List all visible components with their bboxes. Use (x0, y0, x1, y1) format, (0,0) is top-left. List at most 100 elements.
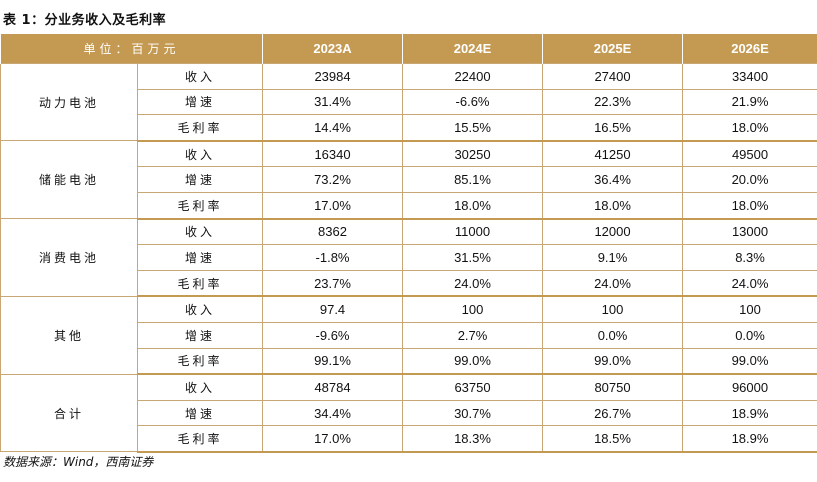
year-header: 2025E (542, 34, 684, 64)
year-header: 2026E (682, 34, 817, 64)
metric-label: 毛利率 (136, 191, 264, 220)
value-cell: 99.0% (542, 347, 684, 376)
table-row: 合计 收入 48784 63750 80750 96000 (0, 373, 817, 453)
value-cell: 18.0% (402, 191, 544, 220)
value-cell: 24.0% (542, 269, 684, 298)
value-cell: 21.9% (682, 88, 817, 116)
value-cell: 99.0% (402, 347, 544, 376)
value-cell: 41250 (542, 140, 684, 168)
value-cell: 100 (402, 295, 544, 323)
value-cell: 11000 (402, 218, 544, 246)
value-cell: 73.2% (262, 166, 404, 193)
value-cell: -6.6% (402, 88, 544, 116)
year-header: 2024E (402, 34, 544, 64)
value-cell: 63750 (402, 373, 544, 401)
value-cell: 30250 (402, 140, 544, 168)
metric-label: 增速 (136, 321, 264, 349)
segment-label: 其他 (0, 295, 138, 375)
value-cell: 9.1% (542, 244, 684, 271)
value-cell: 24.0% (682, 269, 817, 298)
value-cell: 15.5% (402, 114, 544, 142)
value-cell: 18.0% (542, 191, 684, 220)
year-header: 2023A (262, 34, 404, 64)
segment-label: 储能电池 (0, 140, 138, 220)
segment-label: 合计 (0, 373, 138, 453)
metric-label: 毛利率 (136, 269, 264, 298)
value-cell: 16340 (262, 140, 404, 168)
value-cell: 0.0% (542, 321, 684, 349)
value-cell: 12000 (542, 218, 684, 246)
table-row: 毛利率 17.0% 18.3% 18.5% 18.9% (1, 425, 817, 453)
segment-label: 消费电池 (0, 218, 138, 297)
value-cell: 20.0% (682, 166, 817, 193)
table-row: 增速 73.2% 85.1% 36.4% 20.0% (1, 166, 817, 193)
value-cell: 18.9% (682, 425, 817, 453)
value-cell: 85.1% (402, 166, 544, 193)
unit-header: 单位：百万元 (0, 34, 264, 64)
metric-label: 收入 (136, 63, 264, 90)
value-cell: 8362 (262, 218, 404, 246)
metric-label: 收入 (136, 373, 264, 401)
value-cell: -1.8% (262, 244, 404, 271)
value-cell: 0.0% (682, 321, 817, 349)
metric-label: 收入 (136, 218, 264, 246)
table-row: 毛利率 99.1% 99.0% 99.0% 99.0% (1, 347, 817, 376)
value-cell: 22.3% (542, 88, 684, 116)
value-cell: 18.3% (402, 425, 544, 453)
value-cell: 34.4% (262, 399, 404, 427)
value-cell: 18.5% (542, 425, 684, 453)
metric-label: 增速 (136, 88, 264, 116)
value-cell: 80750 (542, 373, 684, 401)
value-cell: 24.0% (402, 269, 544, 298)
value-cell: 48784 (262, 373, 404, 401)
value-cell: 23984 (262, 63, 404, 90)
value-cell: 99.0% (682, 347, 817, 376)
value-cell: 33400 (682, 63, 817, 90)
table-row: 毛利率 17.0% 18.0% 18.0% 18.0% (1, 191, 817, 220)
metric-label: 收入 (136, 295, 264, 323)
table-row: 增速 31.4% -6.6% 22.3% 21.9% (1, 88, 817, 116)
source-note: 数据来源：Wind，西南证券 (3, 455, 154, 469)
value-cell: 36.4% (542, 166, 684, 193)
metric-label: 增速 (136, 244, 264, 271)
value-cell: 22400 (402, 63, 544, 90)
table-title: 表 1：分业务收入及毛利率 (3, 13, 167, 28)
table-row: 储能电池 收入 16340 30250 41250 49500 (0, 140, 817, 220)
table-row: 动力电池 收入 23984 22400 27400 33400 (0, 62, 817, 142)
table-row: 消费电池 收入 8362 11000 12000 13000 (0, 218, 817, 297)
metric-label: 毛利率 (136, 347, 264, 376)
metric-label: 毛利率 (136, 114, 264, 142)
segment-label: 动力电池 (0, 62, 138, 142)
table-body: 动力电池 收入 23984 22400 27400 33400 增速 31.4% -6.6% 22… (0, 62, 817, 453)
value-cell: 16.5% (542, 114, 684, 142)
value-cell: -9.6% (262, 321, 404, 349)
table-row: 其他 收入 97.4 100 100 100 (0, 295, 817, 375)
value-cell: 27400 (542, 63, 684, 90)
header-row: 单位：百万元 2023A 2024E 2025E 2026E (0, 34, 817, 64)
value-cell: 14.4% (262, 114, 404, 142)
value-cell: 100 (682, 295, 817, 323)
metric-label: 收入 (136, 140, 264, 168)
value-cell: 18.0% (682, 114, 817, 142)
value-cell: 18.9% (682, 399, 817, 427)
value-cell: 99.1% (262, 347, 404, 376)
value-cell: 30.7% (402, 399, 544, 427)
value-cell: 17.0% (262, 425, 404, 453)
value-cell: 97.4 (262, 295, 404, 323)
value-cell: 13000 (682, 218, 817, 246)
metric-label: 增速 (136, 166, 264, 193)
value-cell: 31.4% (262, 88, 404, 116)
value-cell: 8.3% (682, 244, 817, 271)
value-cell: 18.0% (682, 191, 817, 220)
metric-label: 毛利率 (136, 425, 264, 453)
revenue-table-container: 单位：百万元 2023A 2024E 2025E 2026E 动力电池 收入 239… (0, 34, 817, 453)
table-row: 毛利率 14.4% 15.5% 16.5% 18.0% (1, 114, 817, 142)
value-cell: 100 (542, 295, 684, 323)
metric-label: 增速 (136, 399, 264, 427)
value-cell: 49500 (682, 140, 817, 168)
table-row: 增速 -1.8% 31.5% 9.1% 8.3% (1, 244, 817, 271)
value-cell: 31.5% (402, 244, 544, 271)
revenue-margin-table: 单位：百万元 2023A 2024E 2025E 2026E 动力电池 收入 239… (0, 34, 817, 453)
value-cell: 17.0% (262, 191, 404, 220)
value-cell: 26.7% (542, 399, 684, 427)
